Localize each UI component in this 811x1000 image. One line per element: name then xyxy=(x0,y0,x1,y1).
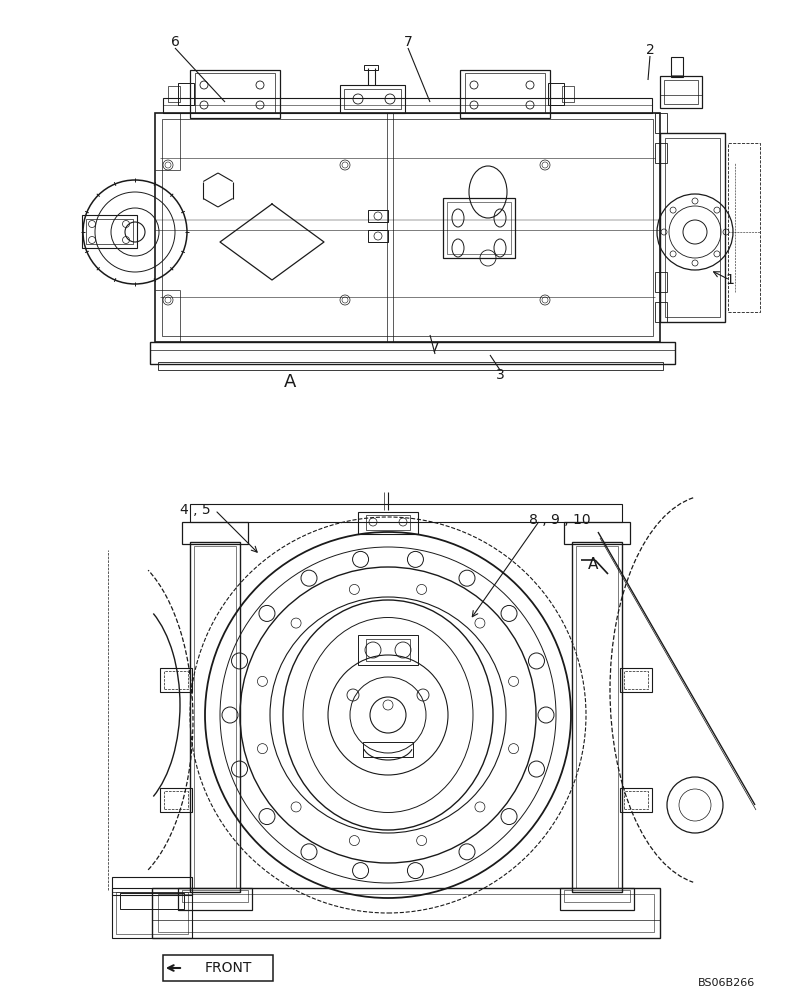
Bar xyxy=(367,210,388,222)
Bar xyxy=(620,668,651,692)
Bar xyxy=(620,788,651,812)
Bar xyxy=(178,83,194,105)
Bar xyxy=(164,791,188,809)
Bar xyxy=(86,219,133,244)
Bar xyxy=(358,512,418,534)
Text: 2: 2 xyxy=(645,43,654,57)
Bar xyxy=(152,888,659,938)
Bar xyxy=(158,894,653,932)
Text: 3: 3 xyxy=(495,368,504,382)
Text: 6: 6 xyxy=(170,35,179,49)
Bar xyxy=(564,522,629,544)
Bar xyxy=(155,113,659,342)
Bar xyxy=(190,504,621,522)
Bar xyxy=(654,272,666,292)
Text: 7: 7 xyxy=(430,341,439,355)
Bar xyxy=(116,892,188,934)
Bar xyxy=(190,542,240,892)
Bar xyxy=(162,119,652,336)
Text: 8 , 9 , 10: 8 , 9 , 10 xyxy=(529,513,590,527)
Bar xyxy=(670,57,682,77)
Bar xyxy=(160,788,191,812)
Bar xyxy=(547,83,564,105)
Bar xyxy=(366,515,410,530)
Bar xyxy=(150,342,674,364)
Bar xyxy=(664,138,719,317)
Bar xyxy=(465,73,544,113)
Bar xyxy=(195,73,275,113)
Bar xyxy=(340,85,405,113)
Bar xyxy=(194,546,236,888)
Bar xyxy=(443,198,514,258)
Bar xyxy=(363,65,378,70)
Bar xyxy=(623,671,647,689)
Bar xyxy=(623,791,647,809)
Bar xyxy=(575,546,617,888)
Bar xyxy=(654,143,666,163)
Bar xyxy=(190,70,280,118)
Bar xyxy=(158,362,663,370)
Bar xyxy=(460,70,549,118)
Bar xyxy=(727,143,759,312)
Bar xyxy=(178,888,251,910)
Bar xyxy=(366,639,410,661)
Bar xyxy=(160,668,191,692)
Text: 4 , 5: 4 , 5 xyxy=(179,503,210,517)
Bar xyxy=(168,86,180,102)
Bar xyxy=(82,215,137,248)
Text: 1: 1 xyxy=(725,273,733,287)
Text: A: A xyxy=(284,373,296,391)
Text: FRONT: FRONT xyxy=(204,961,251,975)
Bar xyxy=(163,98,651,113)
Bar xyxy=(182,890,247,902)
Bar xyxy=(358,635,418,665)
Bar xyxy=(363,742,413,757)
Bar xyxy=(120,893,184,909)
Bar xyxy=(164,671,188,689)
Bar xyxy=(663,80,697,104)
Bar xyxy=(659,76,702,108)
Bar xyxy=(344,89,401,109)
Bar xyxy=(571,542,621,892)
Bar xyxy=(659,133,724,322)
Text: A: A xyxy=(587,557,598,572)
Text: 7: 7 xyxy=(403,35,412,49)
Bar xyxy=(560,888,633,910)
Bar xyxy=(654,113,666,133)
Bar xyxy=(561,86,573,102)
Bar xyxy=(367,230,388,242)
Bar xyxy=(112,888,191,938)
Bar xyxy=(182,522,247,544)
Bar xyxy=(163,955,272,981)
Bar xyxy=(654,302,666,322)
Bar xyxy=(112,877,191,895)
Bar xyxy=(446,202,510,254)
Text: BS06B266: BS06B266 xyxy=(697,978,754,988)
Bar xyxy=(564,890,629,902)
